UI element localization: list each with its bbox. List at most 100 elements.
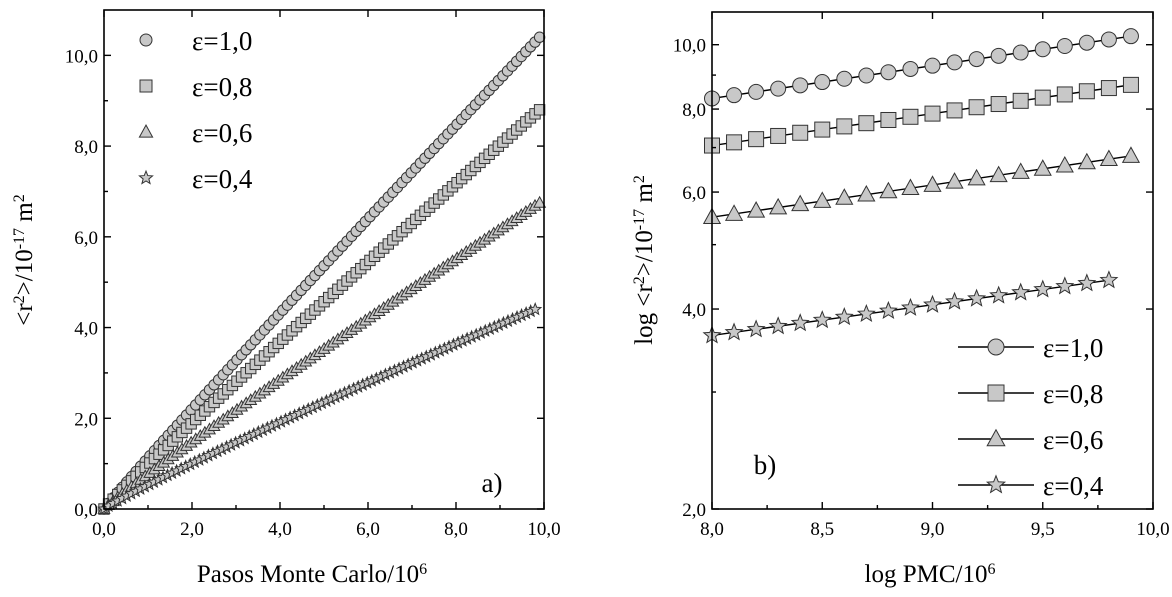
data-point	[791, 194, 810, 212]
data-point	[968, 99, 985, 116]
legend-marker	[987, 384, 1005, 402]
data-point	[1099, 149, 1118, 167]
legend-label: ε=0,4	[192, 164, 253, 194]
data-point	[901, 178, 920, 196]
data-point	[1122, 76, 1139, 93]
data-point	[1078, 34, 1095, 51]
legend-label: ε=0,8	[1043, 379, 1103, 409]
data-point	[878, 300, 898, 319]
data-point	[1033, 279, 1053, 298]
data-point	[768, 316, 788, 335]
x-tick-label: 9,5	[1031, 519, 1055, 540]
legend-b: ε=1,0 ε=0,8 ε=0,6 ε=0,4	[958, 333, 1104, 501]
data-point	[834, 307, 854, 326]
series-b-0	[704, 28, 1139, 107]
y-tick-label: 6,0	[74, 228, 98, 249]
data-point	[533, 195, 547, 208]
data-point	[1034, 89, 1051, 106]
data-point	[813, 191, 832, 208]
y-tick-label: 8,0	[74, 137, 98, 158]
data-point	[946, 54, 963, 71]
data-point	[857, 184, 876, 202]
data-point	[726, 87, 743, 104]
data-point	[1121, 146, 1141, 163]
data-point	[858, 115, 875, 132]
data-point	[923, 294, 942, 313]
series-a-3	[97, 302, 543, 515]
x-tick-label: 8,0	[444, 519, 468, 540]
legend-label: ε=1,0	[1043, 333, 1103, 363]
y-tick-label: 6,0	[682, 183, 706, 204]
panel-b: 8,0 8,5 9,0 9,5 10,0 2,0 4,0 6,0 8,0 10,0 log PMC/…	[631, 11, 1170, 588]
legend-marker	[987, 338, 1005, 356]
series-b-1	[704, 76, 1139, 154]
data-point	[945, 291, 965, 310]
data-point	[770, 127, 787, 144]
y-tick-label: 8,0	[682, 100, 706, 121]
data-point	[856, 303, 876, 323]
data-point	[835, 188, 854, 205]
data-point	[924, 57, 941, 74]
y-tick-label: 4,0	[682, 300, 706, 321]
y-tick-label: 2,0	[74, 409, 98, 430]
data-point	[814, 74, 831, 91]
legend-marker	[985, 474, 1007, 494]
y-tick-label: 4,0	[74, 319, 98, 340]
x-tick-label: 10,0	[527, 519, 560, 540]
series-a-2	[97, 195, 547, 514]
data-point	[792, 124, 809, 141]
x-tick-label: 9,0	[921, 519, 945, 540]
data-point	[1056, 38, 1073, 55]
data-point	[726, 134, 743, 151]
series-b-3	[702, 270, 1119, 344]
data-point	[1122, 28, 1139, 45]
data-point	[902, 108, 919, 125]
legend-a: ε=1,0 ε=0,8 ε=0,6 ε=0,4	[138, 26, 253, 194]
data-point	[923, 175, 942, 192]
data-point	[747, 201, 766, 218]
panel-label-a: a)	[482, 468, 503, 498]
data-point	[924, 105, 941, 122]
data-point	[1011, 162, 1030, 179]
data-point	[1077, 273, 1097, 292]
legend-marker	[139, 33, 153, 47]
data-point	[724, 204, 744, 221]
legend-label: ε=0,4	[1043, 471, 1104, 501]
data-point	[836, 118, 853, 135]
data-point	[812, 310, 832, 329]
data-point	[880, 64, 897, 81]
legend-marker	[139, 79, 153, 93]
series-b-2	[702, 146, 1141, 225]
data-point	[968, 51, 985, 68]
data-point	[836, 70, 853, 87]
data-point	[990, 96, 1007, 113]
data-point	[945, 172, 964, 189]
data-point	[989, 285, 1009, 304]
y-tick-label: 0,0	[74, 500, 98, 521]
panel-a: 0,0 2,0 4,0 6,0 8,0 10,0 0,0 2,0 4,0 6,0 8,0 10,0 Pa…	[11, 9, 561, 588]
data-point	[814, 121, 831, 138]
data-point	[880, 111, 897, 128]
data-point	[790, 313, 810, 332]
data-point	[792, 77, 809, 94]
legend-label: ε=1,0	[192, 26, 252, 56]
data-point	[1100, 31, 1117, 48]
data-point	[1033, 159, 1052, 176]
data-point	[1011, 282, 1031, 301]
legend-marker	[138, 124, 154, 138]
data-point	[1012, 92, 1029, 109]
data-point	[902, 60, 919, 77]
data-point	[769, 197, 788, 215]
legend-label: ε=0,6	[192, 118, 252, 148]
y-tick-label: 10,0	[65, 46, 98, 67]
y-tick-label: 10,0	[673, 36, 706, 57]
data-point	[990, 47, 1007, 64]
panel-label-b: b)	[754, 450, 777, 480]
data-point	[946, 102, 963, 119]
data-point	[900, 297, 920, 316]
legend-label: ε=0,8	[192, 72, 252, 102]
x-tick-label: 4,0	[268, 519, 292, 540]
data-point	[746, 319, 766, 338]
x-tick-label: 8,5	[810, 519, 834, 540]
